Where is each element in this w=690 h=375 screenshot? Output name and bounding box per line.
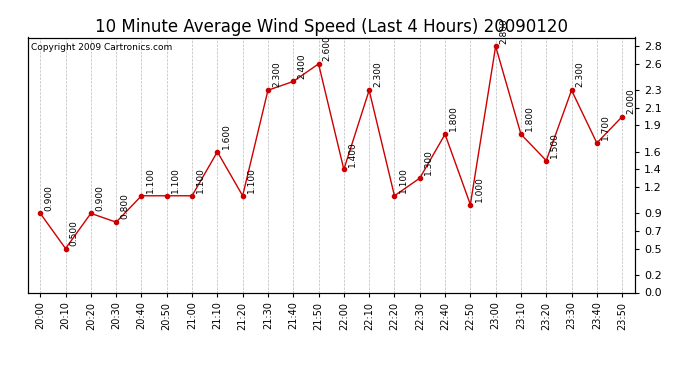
Text: 2.400: 2.400 (297, 53, 306, 79)
Text: 1.100: 1.100 (171, 167, 180, 193)
Text: 1.700: 1.700 (601, 114, 610, 140)
Text: 2.000: 2.000 (627, 88, 635, 114)
Text: 1.800: 1.800 (525, 106, 534, 132)
Text: 2.300: 2.300 (272, 62, 281, 87)
Text: 2.300: 2.300 (373, 62, 382, 87)
Text: 2.300: 2.300 (575, 62, 584, 87)
Text: 1.600: 1.600 (221, 123, 230, 149)
Text: 1.100: 1.100 (399, 167, 408, 193)
Text: 1.000: 1.000 (475, 176, 484, 202)
Text: 2.600: 2.600 (323, 35, 332, 61)
Text: 0.800: 0.800 (120, 194, 129, 219)
Text: 1.100: 1.100 (247, 167, 256, 193)
Text: 1.800: 1.800 (449, 106, 458, 132)
Title: 10 Minute Average Wind Speed (Last 4 Hours) 20090120: 10 Minute Average Wind Speed (Last 4 Hou… (95, 18, 568, 36)
Text: 1.500: 1.500 (551, 132, 560, 158)
Text: 2.800: 2.800 (500, 18, 509, 44)
Text: 0.900: 0.900 (95, 185, 104, 211)
Text: 1.400: 1.400 (348, 141, 357, 166)
Text: 0.500: 0.500 (70, 220, 79, 246)
Text: 1.100: 1.100 (196, 167, 205, 193)
Text: 0.900: 0.900 (44, 185, 53, 211)
Text: 1.300: 1.300 (424, 150, 433, 176)
Text: Copyright 2009 Cartronics.com: Copyright 2009 Cartronics.com (30, 43, 172, 52)
Text: 1.100: 1.100 (146, 167, 155, 193)
